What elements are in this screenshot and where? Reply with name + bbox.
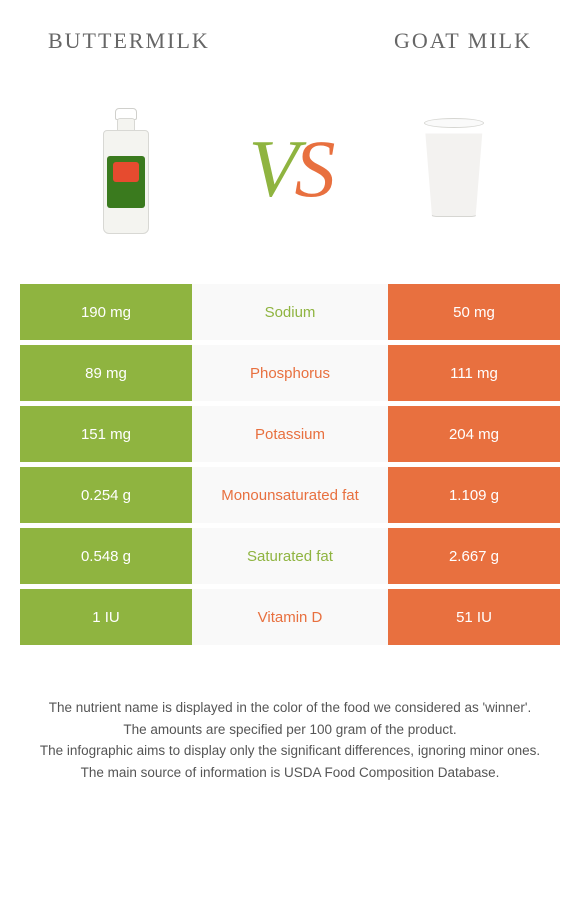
- title-left: Buttermilk: [48, 28, 210, 54]
- value-left: 89 mg: [20, 345, 192, 401]
- table-row: 1 IUVitamin D51 IU: [20, 589, 560, 645]
- nutrient-label: Saturated fat: [192, 528, 388, 584]
- footer-line: The nutrient name is displayed in the co…: [20, 698, 560, 718]
- table-row: 0.254 gMonounsaturated fat1.109 g: [20, 467, 560, 523]
- table-row: 0.548 gSaturated fat2.667 g: [20, 528, 560, 584]
- glass-icon: [422, 121, 486, 217]
- header: Buttermilk Goat milk: [0, 0, 580, 64]
- value-right: 1.109 g: [388, 467, 560, 523]
- footer-line: The amounts are specified per 100 gram o…: [20, 720, 560, 740]
- value-left: 1 IU: [20, 589, 192, 645]
- nutrient-label: Phosphorus: [192, 345, 388, 401]
- footer-line: The infographic aims to display only the…: [20, 741, 560, 761]
- footer-notes: The nutrient name is displayed in the co…: [0, 650, 580, 782]
- vs-s: S: [295, 122, 332, 216]
- table-row: 151 mgPotassium204 mg: [20, 406, 560, 462]
- table-row: 89 mgPhosphorus111 mg: [20, 345, 560, 401]
- value-right: 204 mg: [388, 406, 560, 462]
- vs-v: V: [248, 122, 294, 216]
- value-left: 151 mg: [20, 406, 192, 462]
- value-right: 2.667 g: [388, 528, 560, 584]
- table-row: 190 mgSodium50 mg: [20, 284, 560, 340]
- value-right: 51 IU: [388, 589, 560, 645]
- nutrient-label: Sodium: [192, 284, 388, 340]
- value-left: 190 mg: [20, 284, 192, 340]
- value-left: 0.548 g: [20, 528, 192, 584]
- nutrient-table: 190 mgSodium50 mg89 mgPhosphorus111 mg15…: [20, 284, 560, 645]
- value-right: 111 mg: [388, 345, 560, 401]
- value-left: 0.254 g: [20, 467, 192, 523]
- value-right: 50 mg: [388, 284, 560, 340]
- vs-label: VS: [248, 122, 331, 216]
- carton-icon: [103, 104, 149, 234]
- buttermilk-image: [56, 84, 196, 254]
- title-right: Goat milk: [394, 28, 532, 54]
- nutrient-label: Vitamin D: [192, 589, 388, 645]
- nutrient-label: Monounsaturated fat: [192, 467, 388, 523]
- nutrient-label: Potassium: [192, 406, 388, 462]
- footer-line: The main source of information is USDA F…: [20, 763, 560, 783]
- images-row: VS: [0, 64, 580, 284]
- goat-milk-image: [384, 84, 524, 254]
